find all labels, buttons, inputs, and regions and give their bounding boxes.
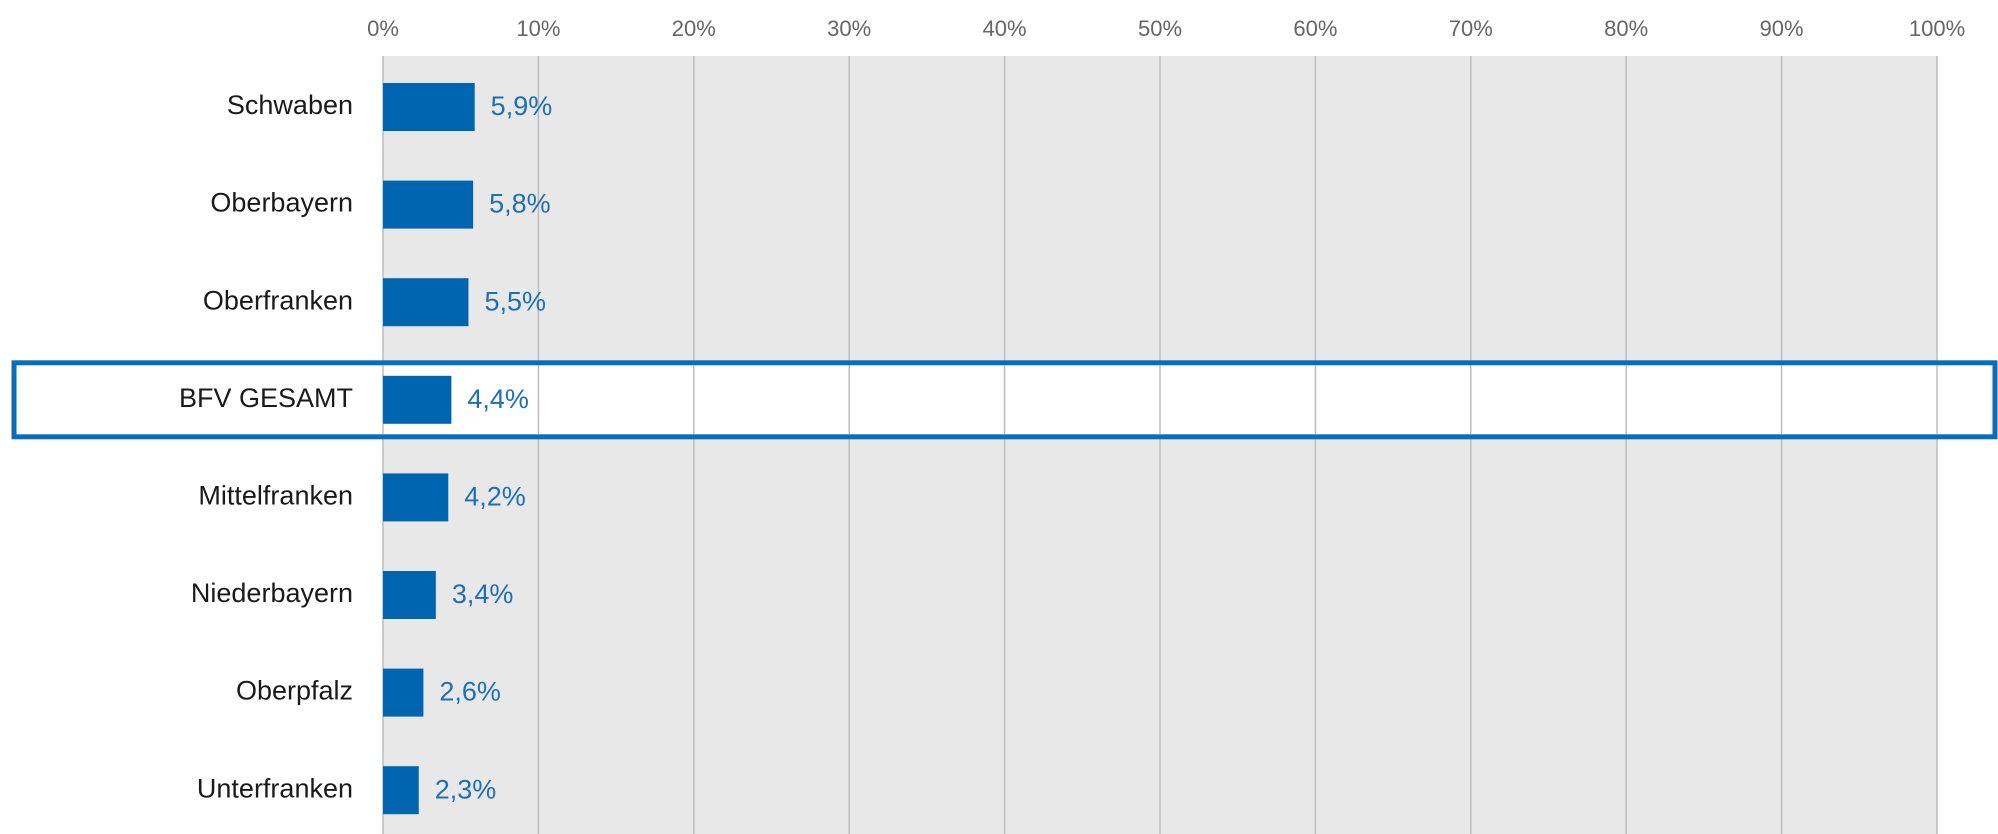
x-tick-label: 100%: [1909, 16, 1965, 41]
bar: [383, 766, 419, 815]
data-label: 2,3%: [435, 774, 497, 804]
x-tick-label: 30%: [827, 16, 871, 41]
data-label: 5,9%: [491, 91, 553, 121]
category-label: Mittelfranken: [198, 481, 353, 511]
x-tick-label: 60%: [1293, 16, 1337, 41]
data-label: 3,4%: [452, 579, 514, 609]
bars: [383, 83, 475, 815]
data-label: 4,4%: [467, 384, 529, 414]
category-label: BFV GESAMT: [179, 383, 353, 413]
x-tick-label: 20%: [672, 16, 716, 41]
x-tick-label: 0%: [367, 16, 399, 41]
x-tick-label: 50%: [1138, 16, 1182, 41]
data-label: 2,6%: [439, 677, 501, 707]
x-tick-label: 10%: [516, 16, 560, 41]
bar: [383, 180, 474, 229]
category-label: Unterfranken: [197, 773, 353, 803]
x-axis-tick-labels: 0% 10% 20% 30% 40% 50% 60% 70% 80% 90% 100%: [367, 16, 1965, 41]
x-tick-label: 80%: [1604, 16, 1648, 41]
data-label: 4,2%: [464, 482, 526, 512]
category-label: Oberpfalz: [236, 676, 353, 706]
gridlines: [382, 56, 1938, 834]
category-label: Schwaben: [227, 90, 353, 120]
bar: [383, 473, 449, 522]
x-tick-label: 90%: [1760, 16, 1804, 41]
bar: [383, 571, 436, 619]
bar: [383, 375, 452, 424]
category-label: Oberbayern: [210, 188, 353, 218]
category-label: Niederbayern: [191, 578, 353, 608]
data-label: 5,5%: [484, 286, 546, 316]
category-labels: Schwaben Oberbayern Oberfranken BFV GESAMT M…: [179, 90, 353, 803]
bar: [383, 83, 475, 131]
data-label: 5,8%: [489, 189, 551, 219]
bar: [383, 278, 469, 327]
x-tick-label: 40%: [983, 16, 1027, 41]
bar: [383, 668, 424, 717]
data-labels: 5,9% 5,8% 5,5% 4,4% 4,2% 3,4% 2,6% 2,3%: [435, 91, 552, 804]
x-tick-label: 70%: [1449, 16, 1493, 41]
category-label: Oberfranken: [203, 285, 353, 315]
